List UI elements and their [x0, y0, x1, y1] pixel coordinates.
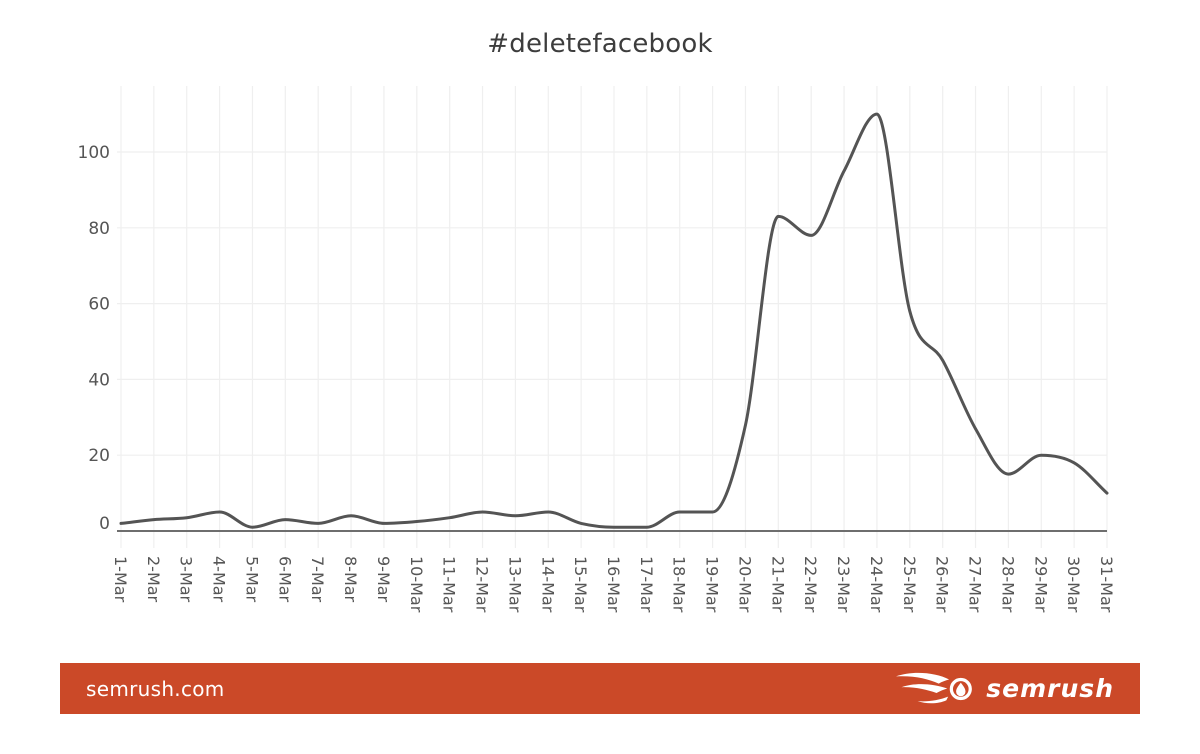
svg-text:29-Mar: 29-Mar — [1031, 556, 1050, 613]
svg-text:20: 20 — [88, 446, 110, 466]
svg-text:9-Mar: 9-Mar — [374, 556, 393, 603]
svg-text:12-Mar: 12-Mar — [473, 556, 492, 613]
svg-text:6-Mar: 6-Mar — [275, 556, 294, 603]
svg-text:2-Mar: 2-Mar — [144, 556, 163, 603]
svg-text:15-Mar: 15-Mar — [571, 556, 590, 613]
svg-text:80: 80 — [88, 219, 110, 239]
svg-text:28-Mar: 28-Mar — [998, 556, 1017, 613]
svg-text:22-Mar: 22-Mar — [801, 556, 820, 613]
svg-text:8-Mar: 8-Mar — [341, 556, 360, 603]
semrush-logo: semrush — [887, 670, 1114, 708]
semrush-flame-icon — [896, 672, 973, 703]
svg-text:40: 40 — [88, 370, 110, 390]
line-chart: 0 20 40 60 80 100 1-Mar 2-Mar 3-Mar 4-Mar 5-Mar 6-M… — [78, 86, 1116, 613]
footer-site-url: semrush.com — [86, 676, 225, 701]
svg-text:25-Mar: 25-Mar — [900, 556, 919, 613]
footer-bar: semrush.com semrush — [60, 663, 1140, 714]
svg-text:60: 60 — [88, 295, 110, 315]
trend-line — [119, 112, 1109, 529]
chart-title: #deletefacebook — [487, 29, 713, 59]
svg-text:20-Mar: 20-Mar — [735, 556, 754, 613]
x-axis-labels: 1-Mar 2-Mar 3-Mar 4-Mar 5-Mar 6-Mar 7-Mar 8-Mar… — [111, 556, 1116, 613]
svg-text:31-Mar: 31-Mar — [1097, 556, 1116, 613]
svg-text:19-Mar: 19-Mar — [703, 556, 722, 613]
svg-text:4-Mar: 4-Mar — [210, 556, 229, 603]
svg-text:21-Mar: 21-Mar — [768, 556, 787, 613]
semrush-wordmark: semrush — [986, 674, 1114, 703]
svg-text:7-Mar: 7-Mar — [308, 556, 327, 603]
svg-text:5-Mar: 5-Mar — [242, 556, 261, 603]
gridlines — [117, 86, 1108, 548]
svg-text:11-Mar: 11-Mar — [440, 556, 459, 613]
svg-text:3-Mar: 3-Mar — [177, 556, 196, 603]
svg-text:30-Mar: 30-Mar — [1064, 556, 1083, 613]
svg-text:13-Mar: 13-Mar — [505, 556, 524, 613]
svg-text:18-Mar: 18-Mar — [670, 556, 689, 613]
svg-text:10-Mar: 10-Mar — [407, 556, 426, 613]
svg-text:16-Mar: 16-Mar — [604, 556, 623, 613]
svg-text:100: 100 — [78, 143, 110, 163]
svg-text:27-Mar: 27-Mar — [966, 556, 985, 613]
svg-text:0: 0 — [99, 514, 110, 534]
y-axis-labels: 0 20 40 60 80 100 — [78, 143, 110, 534]
svg-text:24-Mar: 24-Mar — [867, 556, 886, 613]
svg-text:26-Mar: 26-Mar — [933, 556, 952, 613]
svg-text:23-Mar: 23-Mar — [834, 556, 853, 613]
svg-text:17-Mar: 17-Mar — [637, 556, 656, 613]
svg-text:14-Mar: 14-Mar — [538, 556, 557, 613]
svg-text:1-Mar: 1-Mar — [111, 556, 130, 603]
